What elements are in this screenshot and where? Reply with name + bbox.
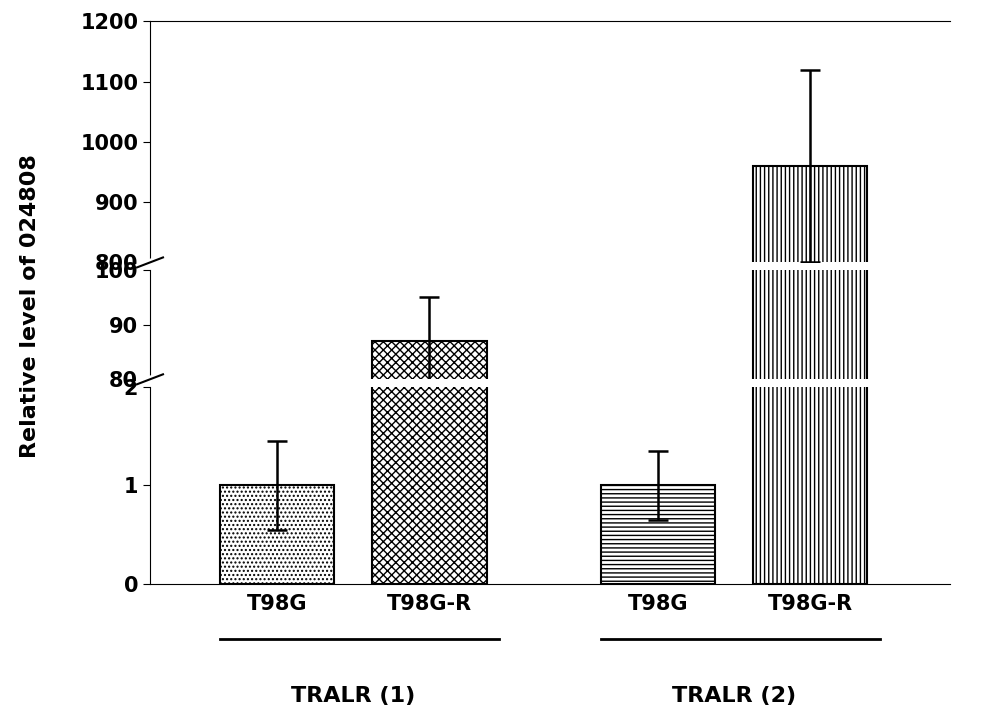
Bar — [372, 341, 487, 712]
Bar — [601, 485, 715, 584]
Bar — [372, 0, 487, 584]
Text: Relative level of 024808: Relative level of 024808 — [20, 155, 40, 458]
Text: TRALR (2): TRALR (2) — [672, 686, 796, 706]
Text: TRALR (1): TRALR (1) — [291, 686, 415, 706]
Bar — [753, 0, 867, 712]
Bar — [753, 166, 867, 712]
Bar — [753, 0, 867, 584]
Bar — [220, 485, 334, 584]
Bar — [372, 692, 487, 712]
